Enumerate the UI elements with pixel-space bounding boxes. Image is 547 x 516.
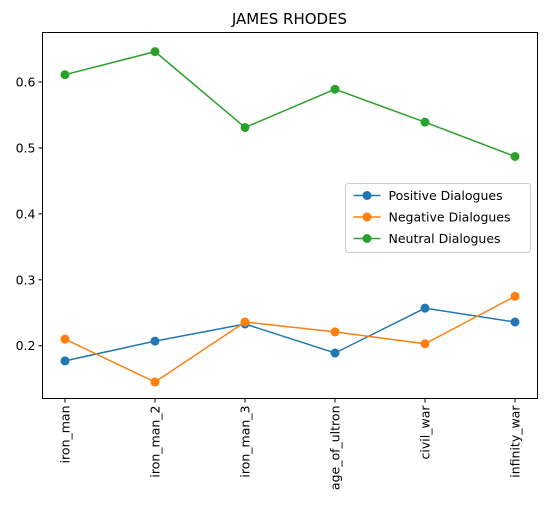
legend-entry: Negative Dialogues <box>353 210 511 225</box>
y-tick-label: 0.4 <box>16 206 36 221</box>
data-point <box>240 317 250 327</box>
legend-marker <box>362 212 372 222</box>
y-tick-label: 0.6 <box>16 74 36 89</box>
plot-area <box>42 32 538 399</box>
legend-entry: Positive Dialogues <box>353 188 503 203</box>
y-tick-label: 0.5 <box>16 140 36 155</box>
data-point <box>420 303 430 313</box>
legend-marker <box>362 191 372 200</box>
series-neutral-dialogues <box>60 47 520 161</box>
y-tick-label: 0.3 <box>16 272 36 287</box>
data-point <box>60 356 70 366</box>
data-point <box>510 151 520 161</box>
legend: Positive Dialogues Negative Dialogues Neut… <box>345 183 531 253</box>
data-point <box>150 377 160 387</box>
legend-marker <box>362 234 372 243</box>
chart-title: JAMES RHODES <box>231 10 347 28</box>
data-point <box>60 70 70 80</box>
series-layer <box>60 47 520 387</box>
y-axis: 0.2 0.3 0.4 0.5 0.6 <box>16 74 43 353</box>
data-point <box>240 122 250 132</box>
data-point <box>420 117 430 127</box>
data-point <box>510 291 520 301</box>
legend-label: Negative Dialogues <box>389 210 511 225</box>
x-axis: iron_man iron_man_2 iron_man_3 age_of_ultro… <box>58 398 523 491</box>
x-tick-label: civil_war <box>418 405 433 460</box>
data-point <box>60 334 70 344</box>
data-point <box>420 339 430 349</box>
legend-label: Neutral Dialogues <box>389 231 501 246</box>
legend-label: Positive Dialogues <box>389 188 503 203</box>
x-tick-label: iron_man <box>58 406 73 464</box>
series-line <box>64 307 516 362</box>
series-line <box>64 295 516 383</box>
series-line <box>64 50 516 158</box>
x-tick-label: iron_man_3 <box>238 406 253 478</box>
x-tick-label: infinity_war <box>508 405 523 478</box>
series-positive-dialogues <box>60 303 520 366</box>
series-negative-dialogues <box>60 291 520 387</box>
data-point <box>510 317 520 327</box>
data-point <box>330 348 340 358</box>
data-point <box>330 84 340 94</box>
legend-entry: Neutral Dialogues <box>353 231 501 246</box>
x-tick-label: iron_man_2 <box>148 406 163 478</box>
x-tick-label: age_of_ultron <box>328 406 343 491</box>
legend-box <box>345 183 531 253</box>
data-point <box>330 327 340 337</box>
data-point <box>150 336 160 346</box>
data-point <box>150 47 160 57</box>
y-tick-label: 0.2 <box>16 338 36 353</box>
